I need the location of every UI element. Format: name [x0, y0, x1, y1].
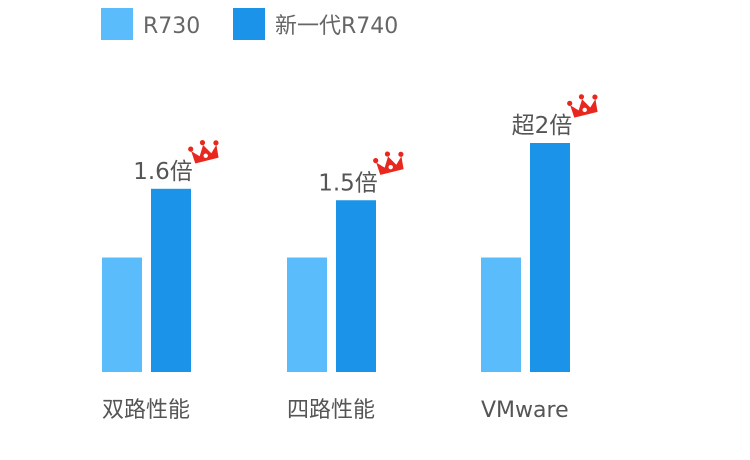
legend-label-1: R730 — [143, 14, 200, 39]
category-label-3: VMware — [481, 398, 569, 423]
crown-icon — [188, 140, 219, 164]
category-label-1: 双路性能 — [102, 398, 190, 423]
annotation-label-1: 1.6倍 — [133, 159, 193, 185]
legend-swatch-1 — [101, 8, 133, 40]
category-label-2: 四路性能 — [287, 398, 375, 423]
bar-r740-2 — [336, 200, 376, 372]
bar-r730-1 — [102, 257, 142, 372]
bar-r740-3 — [530, 143, 570, 372]
annotation-label-2: 1.5倍 — [318, 170, 378, 196]
bar-r730-3 — [481, 257, 521, 372]
bars — [102, 143, 570, 372]
crown-icon — [373, 151, 404, 175]
bar-r730-2 — [287, 257, 327, 372]
crown-icon — [567, 94, 598, 118]
annotation-label-3: 超2倍 — [512, 113, 573, 139]
legend: R730 新一代R740 — [101, 8, 398, 40]
legend-swatch-2 — [233, 8, 265, 40]
bar-r740-1 — [151, 188, 191, 372]
legend-label-2: 新一代R740 — [275, 14, 398, 39]
